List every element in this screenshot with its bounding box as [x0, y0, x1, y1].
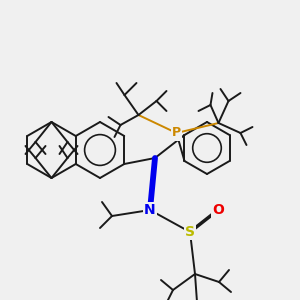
Text: P: P [172, 127, 181, 140]
Text: O: O [212, 203, 224, 217]
Text: S: S [185, 225, 195, 239]
Text: N: N [144, 203, 156, 217]
